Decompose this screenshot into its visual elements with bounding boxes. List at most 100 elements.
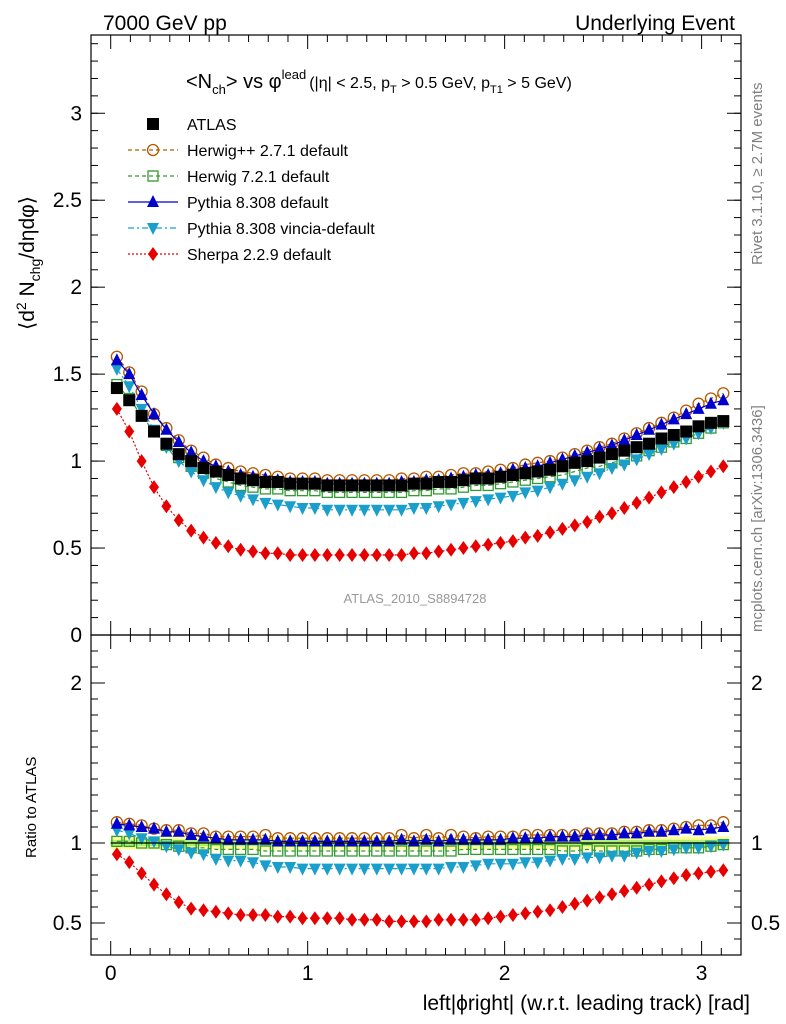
ratio-point bbox=[172, 844, 185, 857]
ratio-point bbox=[322, 911, 333, 926]
data-point bbox=[457, 474, 470, 487]
series-4 bbox=[110, 363, 730, 517]
data-point bbox=[247, 494, 260, 507]
ratio-point bbox=[210, 904, 221, 919]
ratio-point bbox=[123, 828, 136, 841]
data-point bbox=[407, 503, 420, 516]
data-point bbox=[421, 546, 432, 561]
data-point bbox=[519, 467, 532, 480]
data-point bbox=[693, 469, 704, 484]
data-point bbox=[606, 506, 617, 521]
ratio-point bbox=[160, 841, 173, 854]
legend-entry: Herwig++ 2.7.1 default bbox=[128, 143, 349, 160]
data-point bbox=[370, 479, 383, 492]
ratio-point bbox=[494, 858, 507, 871]
data-point bbox=[704, 416, 717, 429]
data-point bbox=[346, 504, 359, 517]
ratio-point bbox=[495, 909, 506, 924]
ratio-point bbox=[407, 863, 420, 876]
ratio-point bbox=[704, 821, 717, 834]
data-point bbox=[494, 492, 507, 505]
ratio-point bbox=[717, 820, 730, 832]
series-0 bbox=[110, 382, 730, 492]
data-point bbox=[605, 438, 618, 451]
ratio-point bbox=[618, 826, 631, 839]
data-point bbox=[680, 407, 693, 420]
data-point bbox=[470, 539, 481, 554]
ratio-point bbox=[556, 829, 569, 842]
data-point bbox=[593, 468, 606, 481]
data-point bbox=[643, 437, 656, 450]
y-tick-label: 0.5 bbox=[53, 912, 82, 935]
data-point bbox=[358, 479, 371, 492]
data-point bbox=[531, 485, 544, 498]
ratio-point bbox=[420, 845, 432, 857]
ratio-point bbox=[692, 842, 705, 855]
data-point bbox=[260, 546, 271, 561]
data-point bbox=[568, 475, 581, 488]
data-point bbox=[630, 441, 643, 454]
data-point bbox=[110, 382, 123, 395]
ratio-point bbox=[297, 911, 308, 926]
data-point bbox=[248, 544, 259, 559]
legend-marker bbox=[147, 223, 159, 235]
data-point bbox=[643, 422, 656, 435]
ratio-point bbox=[247, 857, 260, 870]
data-point bbox=[692, 420, 705, 433]
legend-marker bbox=[146, 143, 160, 157]
data-point bbox=[681, 474, 692, 489]
ratio-point bbox=[458, 912, 469, 927]
main-series bbox=[110, 350, 730, 562]
data-point bbox=[692, 401, 705, 414]
ratio-point bbox=[506, 831, 519, 844]
data-point bbox=[395, 504, 408, 517]
data-point bbox=[457, 497, 470, 510]
data-point bbox=[333, 504, 346, 517]
data-point bbox=[618, 459, 631, 472]
data-point bbox=[705, 464, 716, 479]
ratio-point bbox=[494, 832, 507, 845]
y-label-pre: ⟨d bbox=[16, 310, 39, 330]
data-point bbox=[259, 497, 272, 510]
mcplots-label: mcplots.cern.ch [arXiv:1306.3436] bbox=[749, 405, 766, 632]
ratio-point bbox=[383, 863, 396, 876]
ratio-point bbox=[186, 901, 197, 916]
ratio-point bbox=[347, 912, 358, 927]
data-point bbox=[333, 479, 346, 492]
data-point bbox=[407, 477, 420, 490]
ratio-point bbox=[346, 863, 359, 876]
ratio-point bbox=[111, 847, 122, 862]
data-point bbox=[359, 548, 370, 562]
ratio-point bbox=[469, 860, 482, 873]
ratio-point bbox=[618, 850, 631, 863]
data-point bbox=[235, 542, 246, 557]
ratio-point bbox=[296, 863, 309, 876]
ratio-point bbox=[149, 877, 160, 892]
data-point bbox=[519, 487, 532, 500]
ratio-point bbox=[643, 846, 656, 858]
data-point bbox=[656, 485, 667, 500]
data-point bbox=[123, 381, 136, 394]
ratio-point bbox=[581, 828, 594, 840]
ratio-point bbox=[235, 908, 246, 922]
data-point bbox=[296, 503, 309, 516]
ratio-point bbox=[222, 832, 235, 845]
data-point bbox=[186, 523, 197, 538]
data-point bbox=[531, 465, 544, 478]
data-point bbox=[532, 528, 543, 543]
ratio-point bbox=[446, 912, 457, 927]
ratio-point bbox=[271, 862, 284, 874]
data-point bbox=[383, 504, 396, 517]
data-point bbox=[234, 472, 247, 485]
ratio-point bbox=[395, 863, 408, 876]
ratio-point bbox=[334, 911, 345, 926]
legend-label: Pythia 8.308 vincia-default bbox=[187, 221, 375, 238]
data-point bbox=[644, 490, 655, 505]
ratio-point bbox=[148, 821, 161, 834]
ratio-point bbox=[568, 829, 581, 842]
ratio-point bbox=[321, 863, 334, 876]
data-point bbox=[506, 469, 519, 481]
ratio-point bbox=[619, 884, 630, 898]
ratio-point bbox=[309, 911, 320, 926]
ratio-point bbox=[433, 912, 444, 927]
